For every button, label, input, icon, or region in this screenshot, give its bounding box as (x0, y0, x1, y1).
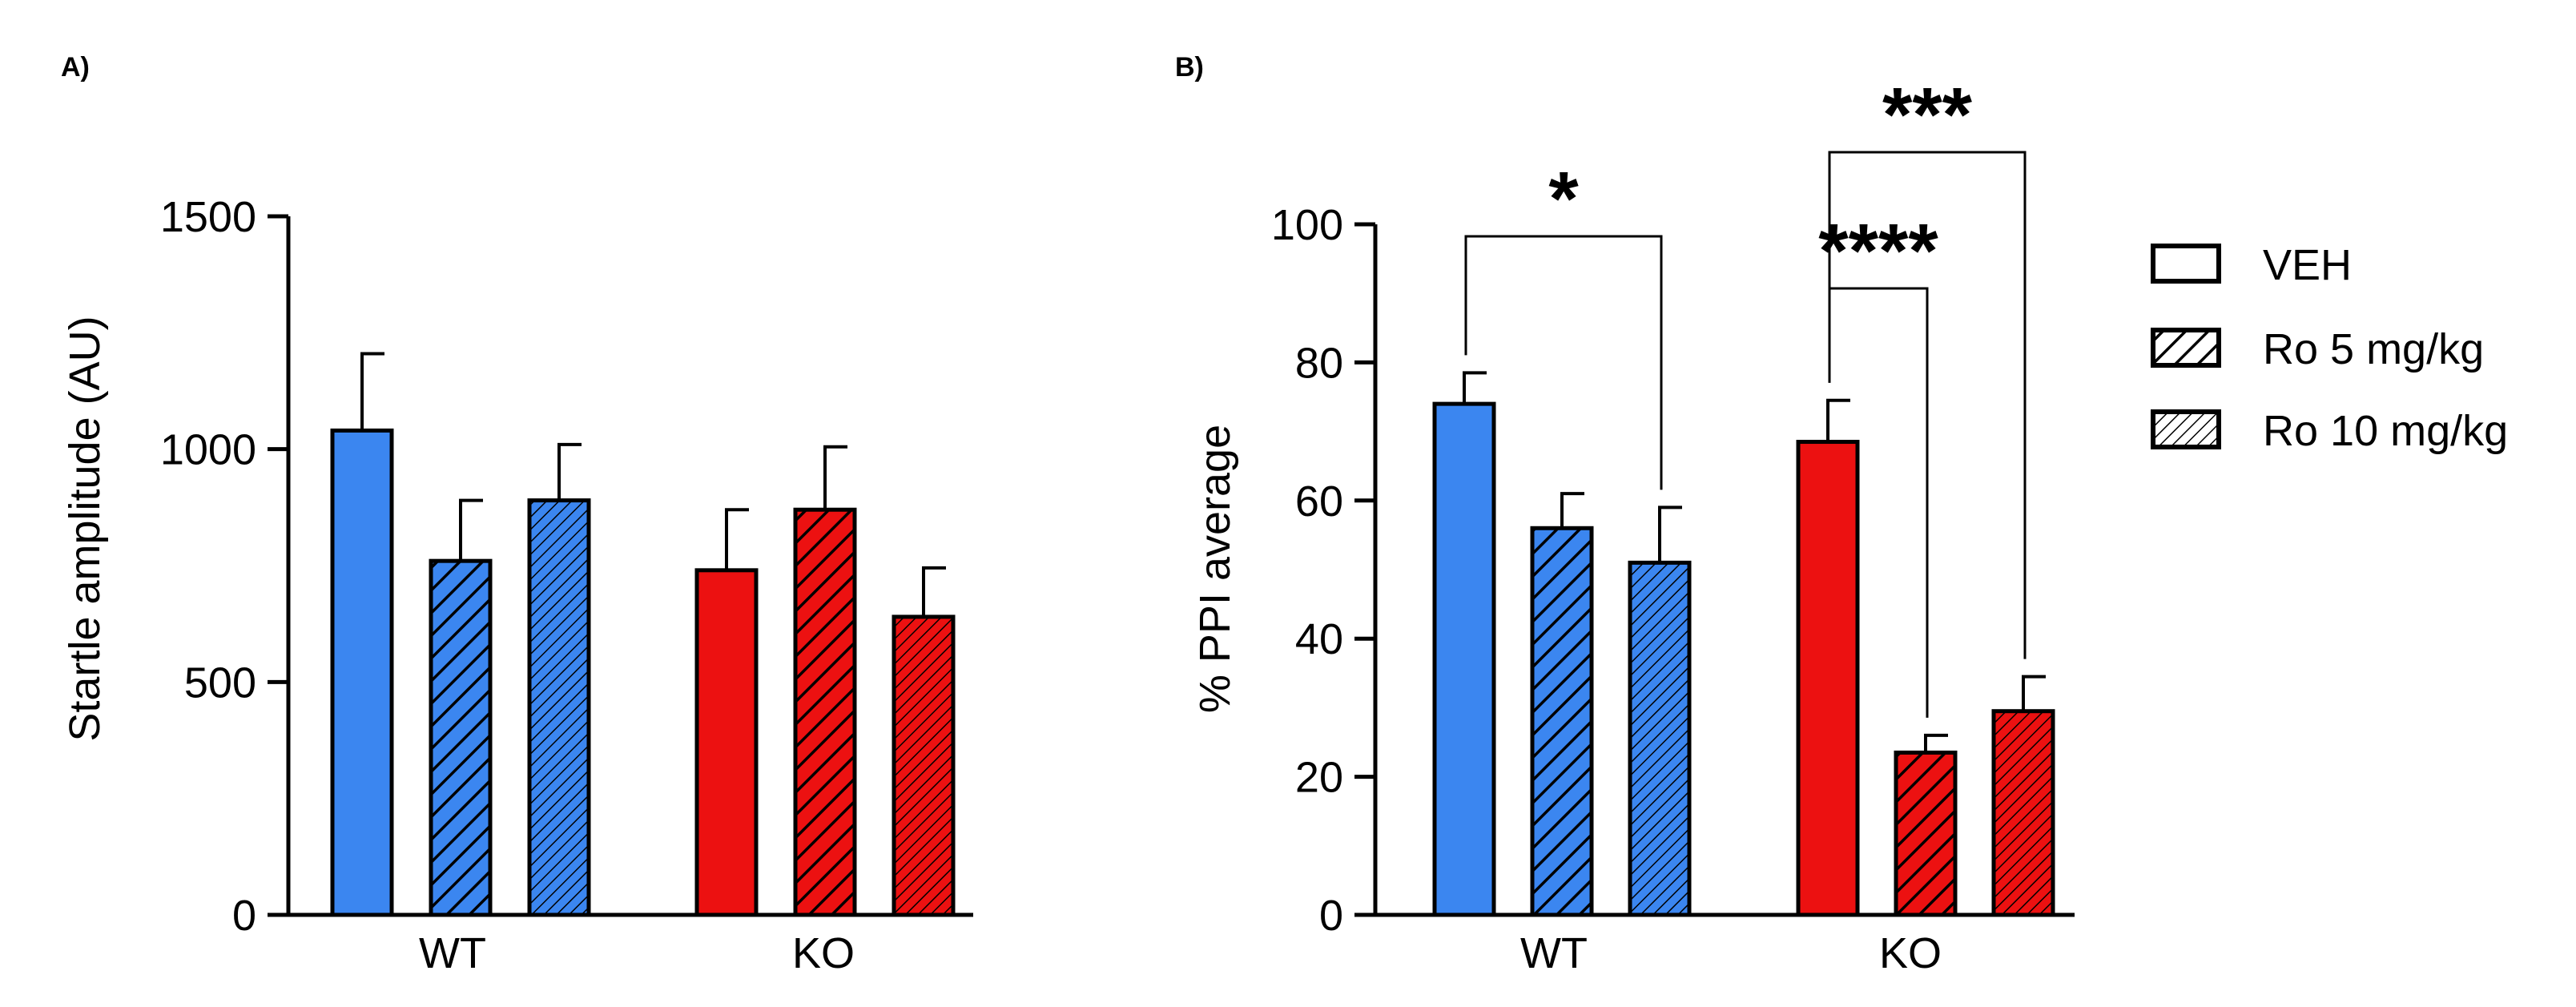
legend-item-veh: VEH (2151, 241, 2352, 289)
panel-b-significance-stars: * (1548, 156, 1579, 242)
panel-b-y-tick-label: 100 (1271, 201, 1343, 249)
panel-a-y-tick-label: 500 (184, 659, 256, 707)
panel-b-significance-stars: *** (1882, 72, 1973, 158)
panel-a-bar (697, 570, 756, 915)
panel-b-bar-outline (1796, 440, 1860, 917)
panel-a-y-tick-label: 1500 (160, 193, 256, 241)
panel-a-y-tick-label: 0 (232, 892, 256, 940)
panel-b-bar-outline (1991, 709, 2055, 917)
panel-a-chart: A) Startle amplitude (AU) 0 500 1000 1500 WT… (61, 52, 973, 977)
panel-a-y-axis-title: Startle amplitude (AU) (61, 316, 109, 741)
panel-a-bar-outline (793, 507, 857, 917)
panel-a-y-tick-label: 1000 (160, 426, 256, 474)
legend-label-ro10: Ro 10 mg/kg (2263, 407, 2508, 455)
legend-item-ro10: Ro 10 mg/kg (2151, 407, 2508, 455)
panel-b-y-tick-label: 80 (1295, 339, 1343, 387)
legend-item-ro5: Ro 5 mg/kg (2151, 325, 2484, 373)
legend-swatch-ro5 (2151, 328, 2221, 368)
panel-b-group-label: WT (1520, 929, 1588, 977)
panel-b-significance-bracket (1828, 151, 2027, 659)
panel-b-label: B) (1175, 52, 1204, 83)
panel-a-bar-hatch (795, 510, 855, 915)
legend-swatch-veh (2151, 244, 2221, 284)
panel-b-significance-stars: **** (1818, 208, 1938, 294)
panel-a-plot-area: 0 500 1000 1500 WT KO (160, 193, 973, 977)
panel-b-bar (1798, 441, 1858, 915)
panel-b-y-tick-label: 40 (1295, 615, 1343, 663)
panel-a-bar (332, 430, 392, 915)
panel-a-bar-outline (892, 614, 956, 917)
panel-a-group-label: WT (419, 929, 486, 977)
panel-a-bar-hatch (431, 561, 490, 915)
panel-b-bar-hatch (1630, 562, 1689, 915)
panel-b-bar-outline (1894, 750, 1958, 917)
panel-b-bar (1435, 404, 1494, 915)
panel-b-y-axis-title: % PPI average (1191, 425, 1239, 713)
panel-a-bar-outline (527, 498, 591, 917)
legend: VEH Ro 5 mg/kg Ro 10 mg/kg (2151, 241, 2508, 455)
panel-b-bar-hatch (1896, 752, 1955, 915)
panel-b-y-tick-label: 20 (1295, 754, 1343, 802)
panel-a-bar-outline (429, 558, 493, 917)
panel-a-bar-hatch (529, 500, 589, 915)
legend-label-ro5: Ro 5 mg/kg (2263, 325, 2484, 373)
panel-b-bar-outline (1432, 401, 1496, 917)
panel-a-group-label: KO (792, 929, 855, 977)
panel-b-bar-outline (1628, 560, 1692, 917)
panel-a-label: A) (61, 52, 90, 83)
panel-a-bar-outline (330, 428, 394, 917)
panel-b-y-tick-label: 60 (1295, 477, 1343, 526)
panel-b-bar-hatch (1994, 711, 2053, 915)
panel-b-group-label: KO (1879, 929, 1942, 977)
legend-swatch-ro10 (2151, 409, 2221, 449)
panel-b-bar-hatch (1532, 528, 1592, 915)
panel-b-y-tick-label: 0 (1319, 892, 1343, 940)
panel-b-bar-outline (1530, 526, 1594, 917)
panel-b-significance-bracket (1464, 235, 1663, 490)
legend-label-veh: VEH (2263, 241, 2352, 289)
panel-a-bar-outline (694, 568, 759, 917)
panel-a-bar-hatch (894, 616, 953, 915)
